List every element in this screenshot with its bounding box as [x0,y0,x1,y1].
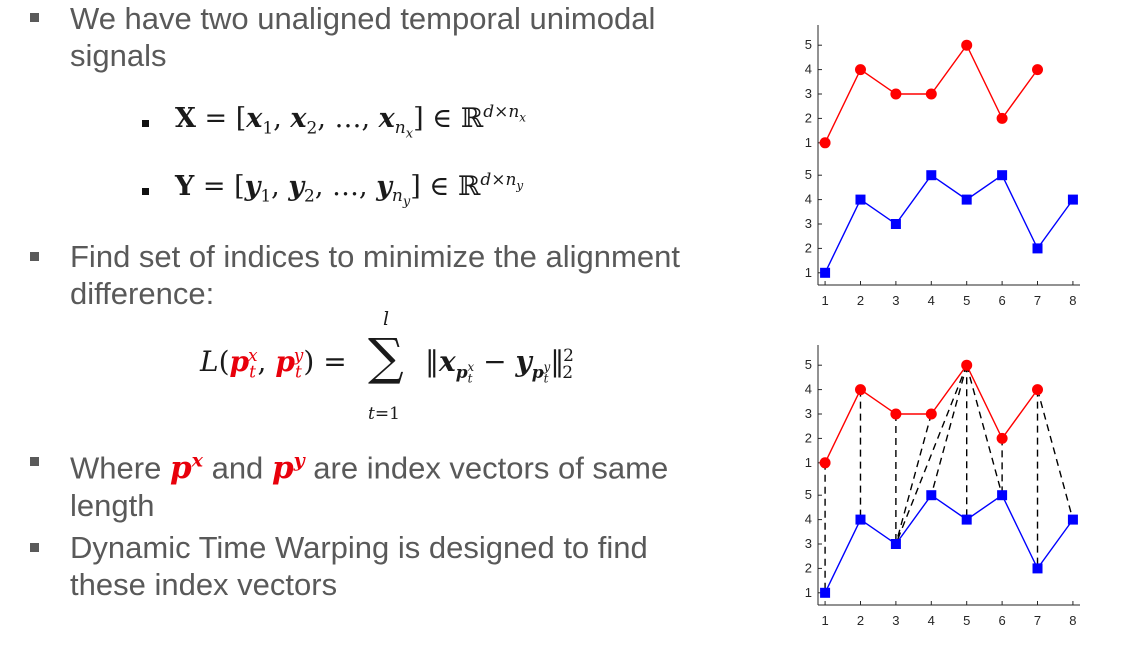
data-point [819,457,831,469]
y-tick-label: 3 [805,536,812,551]
x-tick-label: 2 [857,293,864,308]
x-tick-label: 6 [998,613,1005,628]
data-point [961,514,972,525]
y-tick-label: 2 [805,240,812,255]
sub-bullet-marker [142,188,149,195]
x-tick-label: 5 [963,613,970,628]
y-tick-label: 1 [805,265,812,280]
y-tick-label: 4 [805,382,812,397]
x-tick-label: 1 [821,613,828,628]
bullet-text: Where px and py are index vectors of sam… [70,450,669,524]
x-tick-label: 5 [963,293,970,308]
bullet-text: Find set of indices to minimize the alig… [70,239,680,311]
data-point [925,88,937,100]
y-definition: Y = [y1, y2, …, yny] ∈ ℝd×ny [175,170,524,210]
data-point [997,490,1008,501]
data-point [890,88,902,100]
sum-upper-limit: l [383,308,390,330]
y-tick-label: 3 [805,406,812,421]
x-tick-label: 3 [892,613,899,628]
x-tick-label: 1 [821,293,828,308]
data-point [890,219,901,229]
alignment-line [1036,389,1074,520]
x-definition: X = [x1, x2, …, xnx] ∈ ℝd×nx [175,102,527,142]
bullet-text: We have two unaligned temporal unimodal … [70,1,656,73]
data-point [819,137,831,149]
x-tick-label: 6 [998,293,1005,308]
y-tick-label: 3 [805,216,812,231]
x-tick-label: 3 [892,293,899,308]
y-tick-label: 2 [805,560,812,575]
bullet-marker [30,13,39,22]
data-point [926,490,937,501]
data-point [890,408,902,420]
sum-lower-limit: t=1 [368,404,400,424]
data-point [855,514,866,525]
bullet-text: Dynamic Time Warping is designed to find… [70,530,648,602]
y-tick-label: 2 [805,110,812,125]
data-point [925,408,937,420]
y-tick-label: 5 [805,357,812,372]
data-point [855,194,866,205]
x-tick-label: 4 [928,613,935,628]
data-point [1067,194,1078,205]
y-tick-label: 3 [805,86,812,101]
data-point [961,194,972,205]
sum-symbol: ∑ [368,328,404,386]
data-point [926,170,937,181]
bullet-marker [30,543,39,552]
data-point [820,267,831,278]
data-point [996,112,1008,124]
x-tick-label: 4 [928,293,935,308]
y-tick-label: 5 [805,37,812,52]
data-point [1032,384,1044,396]
y-tick-label: 4 [805,512,812,527]
bullet-marker [30,252,39,261]
x-tick-label: 8 [1069,293,1076,308]
data-point [1067,514,1078,525]
alignment-line [895,413,932,545]
y-tick-label: 1 [805,135,812,150]
data-point [890,539,901,549]
data-point [854,64,866,76]
data-point [961,359,973,371]
y-tick-label: 4 [805,192,812,207]
alignment-line [966,365,1003,496]
alignment-line [930,365,968,496]
series-line [824,494,1074,594]
data-point [854,384,866,396]
y-tick-label: 5 [805,167,812,182]
data-point [820,587,831,598]
data-point [1032,64,1044,76]
data-point [1032,243,1043,254]
data-point [961,39,973,51]
data-point [997,170,1008,181]
y-tick-label: 5 [805,487,812,502]
y-tick-label: 1 [805,585,812,600]
data-point [1032,563,1043,574]
dtw-alignment-chart: 1 2 3 4 5 1 2 3 4 5 1 2 3 4 5 6 7 8 [805,345,1080,628]
y-tick-label: 4 [805,62,812,77]
alignment-line [895,364,968,545]
sub-bullet-marker [142,120,149,127]
y-tick-label: 2 [805,430,812,445]
norm-expression: ‖xptx − ypty‖22 [425,345,574,385]
x-tick-label: 7 [1034,613,1041,628]
loss-equation: L(ptx, pty) = [200,345,347,383]
y-tick-label: 1 [805,455,812,470]
unaligned-signals-chart: 1 2 3 4 5 1 2 3 4 5 1 2 3 4 5 6 7 8 [805,25,1080,308]
x-tick-label: 8 [1069,613,1076,628]
data-point [996,432,1008,444]
x-tick-label: 7 [1034,293,1041,308]
series-line [824,174,1074,274]
bullet-marker [30,457,39,466]
x-tick-label: 2 [857,613,864,628]
